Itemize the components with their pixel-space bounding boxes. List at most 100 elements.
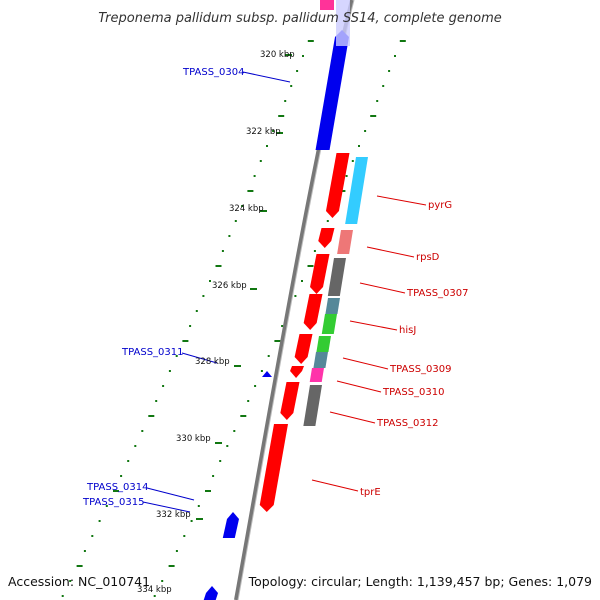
scale-labels: 320 kbp 322 kbp 324 kbp 326 kbp 328 kbp … [137,50,295,595]
reverse-gene-block [315,30,349,150]
gc-tick-inner [259,160,262,162]
gc-tick-inner [307,40,314,42]
gc-tick-inner [76,565,83,567]
gc-tick-outer [313,250,316,252]
gc-tick-outer [274,340,281,342]
callout-TPASS_0314 [146,487,195,501]
gc-tick-outer [226,445,229,447]
gene-label-rpsD: rpsD [416,252,440,263]
feature-block-gray [327,258,346,296]
gc-tick-outer [197,505,200,507]
map-title: Treponema pallidum subsp. pallidum SS14,… [98,11,502,26]
scale-tick [285,54,292,56]
gc-tick-inner [209,280,211,282]
gc-tick-outer [307,265,314,267]
forward-gene-block [303,294,323,330]
gc-tick-outer [358,145,360,147]
forward-gene-block [310,254,330,294]
reverse-gene-labels: TPASS_0304 TPASS_0311 TPASS_0314 TPASS_0… [82,67,244,508]
feature-track [203,0,368,600]
scale-label: 326 kbp [212,281,247,291]
gene-label-tprE: tprE [360,487,381,498]
gene-label-TPASS_0310: TPASS_0310 [382,387,444,398]
feature-block-steel [325,298,340,314]
feature-block-green [316,336,331,352]
gc-tick-outer [233,430,236,432]
gc-tick-inner [168,370,171,372]
gc-tick-outer [247,400,250,402]
callout-TPASS_0315 [142,501,191,513]
gc-tick-outer [183,535,186,537]
gc-tick-outer [388,70,391,72]
label-callouts [142,71,427,513]
gc-tick-inner [91,535,94,537]
gc-tick-outer [175,550,178,552]
gc-tick-inner [215,265,222,267]
forward-gene-block [318,228,335,248]
forward-gene-block [290,366,304,378]
gc-tick-inner [175,355,178,357]
gc-tick-outer [394,55,396,57]
gc-tick-inner [234,220,237,222]
gc-tick-inner [120,475,123,477]
scale-label: 320 kbp [260,50,295,60]
gc-tick-inner [266,145,268,147]
gc-tick-inner [247,190,254,192]
gc-tick-outer [294,295,297,297]
forward-gene-block [294,334,313,364]
scale-label: 324 kbp [229,204,264,214]
scale-label: 334 kbp [137,585,172,595]
scale-tick [260,210,267,212]
gc-tick-outer [260,370,263,372]
gene-label-TPASS_0311: TPASS_0311 [121,347,183,358]
gc-tick-outer [254,385,257,387]
forward-gene-labels: pyrG rpsD TPASS_0307 hisJ TPASS_0309 TPA… [360,200,468,498]
gc-tick-outer [267,355,270,357]
gc-tick-outer [382,85,385,87]
gc-tick-inner [182,340,189,342]
gc-tick-outer [240,415,247,417]
gc-tick-outer [376,100,379,102]
forward-gene-block [280,382,300,420]
reverse-gene-block [222,512,239,538]
gc-tick-outer [399,40,406,42]
gc-tick-inner [202,295,205,297]
callout-TPASS_0312 [329,411,376,424]
gc-tick-inner [221,250,224,252]
callout-hisJ [349,320,398,331]
gene-label-TPASS_0309: TPASS_0309 [389,364,451,375]
callout-TPASS_0310 [336,380,382,393]
gene-label-TPASS_0314: TPASS_0314 [86,482,148,493]
accession-text: Accession: NC_010741 [8,574,150,589]
gc-tick-outer [168,565,175,567]
gc-tick-inner [113,490,119,492]
callout-pyrG [376,195,427,206]
scale-label: 332 kbp [156,510,191,520]
gene-label-pyrG: pyrG [428,200,452,211]
feature-block-green [321,314,337,334]
gc-tick-inner [141,430,144,432]
gc-tick-outer [370,115,377,117]
gc-tick-inner [189,325,192,327]
feature-block-cyan [345,157,368,224]
gene-label-TPASS_0315: TPASS_0315 [82,497,144,508]
gc-tick-inner [228,235,231,237]
callout-TPASS_0309 [342,357,389,370]
gc-content-rings [61,40,406,597]
feature-block-lavender [336,0,350,46]
scale-tick [276,132,283,134]
reverse-gene-block [203,586,218,600]
gc-tick-inner [241,205,244,207]
gc-tick-inner [290,85,293,87]
gene-label-TPASS_0312: TPASS_0312 [376,418,438,429]
gc-tick-outer [301,280,303,282]
scale-label: 330 kbp [176,434,211,444]
gene-label-TPASS_0307: TPASS_0307 [406,288,468,299]
gc-tick-outer [153,595,156,597]
forward-gene-block [259,424,288,512]
gc-tick-outer [205,490,211,492]
scale-label: 328 kbp [195,357,230,367]
feature-block-gray [303,385,322,426]
gc-tick-inner [127,460,130,462]
